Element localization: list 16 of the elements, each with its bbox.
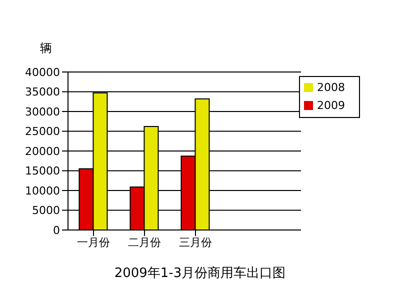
x-tick-label: 二月份 <box>128 236 161 249</box>
y-tick-label: 5000 <box>32 204 60 218</box>
y-tick-label: 15000 <box>25 164 60 178</box>
x-tick-label: 一月份 <box>77 236 110 249</box>
text: 2009年1-3月份商用车出口图 <box>113 265 287 282</box>
y-tick-label: 10000 <box>25 184 60 198</box>
y-tick-label: 35000 <box>25 86 60 99</box>
legend-label: 2008 <box>317 81 345 94</box>
legend-label: 2009 <box>317 99 345 112</box>
y-tick-label: 20000 <box>25 144 60 158</box>
y-tick-label: 30000 <box>25 105 60 118</box>
y-tick-label: 40000 <box>25 66 60 79</box>
y-tick-label: 0 <box>53 224 60 237</box>
y-axis-title: 辆 <box>40 40 52 57</box>
x-tick-label: 三月份 <box>179 236 212 249</box>
y-tick-label: 25000 <box>25 125 60 138</box>
